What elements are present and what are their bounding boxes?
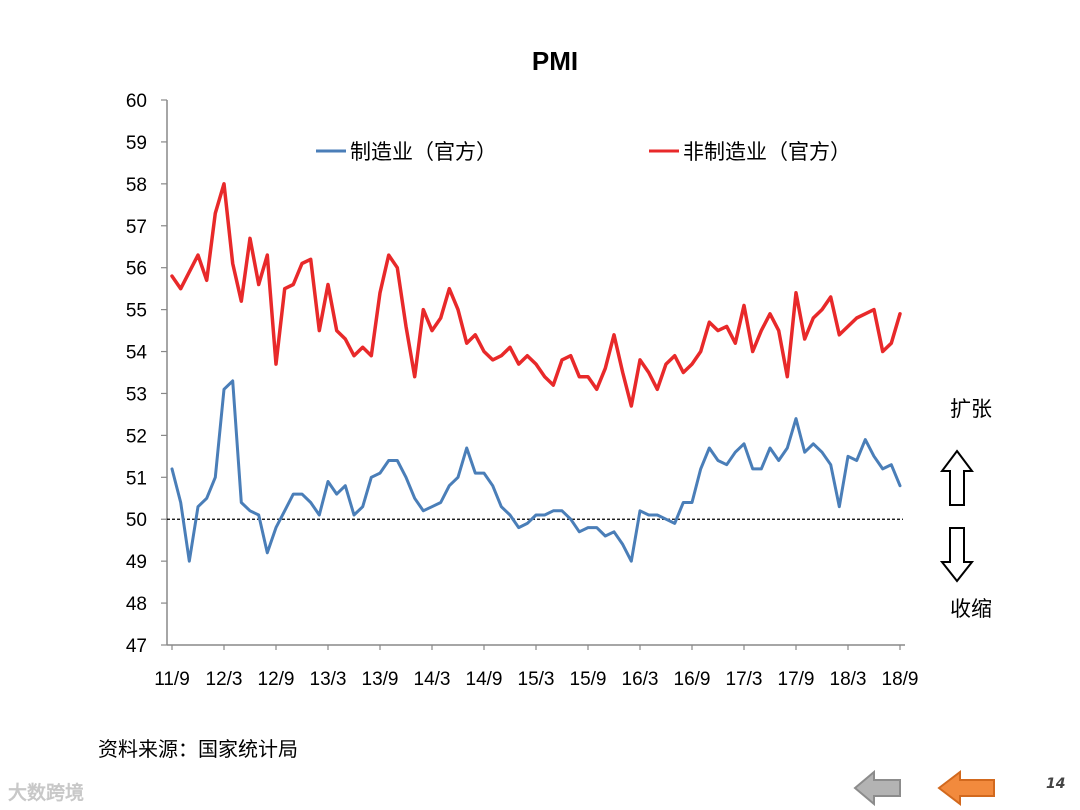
up-arrow-icon bbox=[940, 449, 974, 506]
legend: 制造业（官方） 非制造业（官方） bbox=[316, 140, 851, 164]
x-tick-label: 15/3 bbox=[518, 669, 555, 690]
x-tick-label: 17/3 bbox=[726, 669, 763, 690]
series-line-nonmanufacturing bbox=[170, 182, 902, 408]
chart-title: PMI bbox=[532, 46, 578, 76]
next-slide-button[interactable] bbox=[936, 768, 998, 808]
y-axis-ticks: 47 48 49 50 51 52 53 54 55 56 57 58 59 60 bbox=[126, 91, 167, 657]
x-tick-label: 12/3 bbox=[206, 669, 243, 690]
y-tick-label: 54 bbox=[126, 343, 148, 364]
source-note: 资料来源：国家统计局 bbox=[98, 737, 298, 761]
x-tick-label: 12/9 bbox=[258, 669, 295, 690]
y-tick-label: 49 bbox=[126, 552, 147, 573]
x-tick-label: 17/9 bbox=[778, 669, 815, 690]
x-tick-label: 18/3 bbox=[830, 669, 867, 690]
y-tick-label: 51 bbox=[126, 468, 147, 489]
down-arrow-icon bbox=[939, 527, 975, 583]
y-tick-label: 50 bbox=[126, 510, 147, 531]
x-tick-label: 15/9 bbox=[570, 669, 607, 690]
contract-label: 收缩 bbox=[950, 597, 992, 621]
x-tick-label: 16/9 bbox=[674, 669, 711, 690]
left-arrow-icon bbox=[937, 769, 995, 807]
x-tick-label: 14/3 bbox=[414, 669, 451, 690]
x-tick-label: 14/9 bbox=[466, 669, 503, 690]
legend-label-nonmanufacturing: 非制造业（官方） bbox=[683, 140, 851, 164]
series-line-manufacturing bbox=[170, 379, 902, 563]
y-tick-label: 59 bbox=[126, 133, 147, 154]
y-tick-label: 57 bbox=[126, 217, 147, 238]
series-lines bbox=[170, 182, 902, 563]
x-tick-label: 18/9 bbox=[882, 669, 919, 690]
y-tick-label: 60 bbox=[126, 91, 147, 112]
legend-label-manufacturing: 制造业（官方） bbox=[350, 140, 497, 164]
page-number: 14 bbox=[1046, 776, 1066, 792]
y-tick-label: 52 bbox=[126, 426, 147, 447]
previous-slide-button[interactable] bbox=[852, 768, 904, 808]
expansion-annotation: 扩张 bbox=[940, 397, 992, 506]
y-tick-label: 56 bbox=[126, 259, 147, 280]
y-tick-label: 53 bbox=[126, 384, 147, 405]
x-tick-label: 13/3 bbox=[310, 669, 347, 690]
x-tick-label: 11/9 bbox=[154, 669, 190, 690]
x-axis-ticks: 11/9 12/3 12/9 13/3 13/9 14/3 14/9 15/3 15/9 16/3… bbox=[154, 645, 918, 690]
y-tick-label: 47 bbox=[126, 636, 147, 657]
x-tick-label: 13/9 bbox=[362, 669, 399, 690]
y-tick-label: 48 bbox=[126, 594, 147, 615]
y-tick-label: 58 bbox=[126, 175, 147, 196]
x-tick-label: 16/3 bbox=[622, 669, 659, 690]
y-tick-label: 55 bbox=[126, 301, 147, 322]
contraction-annotation: 收缩 bbox=[939, 527, 992, 621]
watermark: 大数跨境 bbox=[8, 782, 85, 804]
expand-label: 扩张 bbox=[950, 397, 992, 421]
left-arrow-icon bbox=[853, 769, 901, 807]
